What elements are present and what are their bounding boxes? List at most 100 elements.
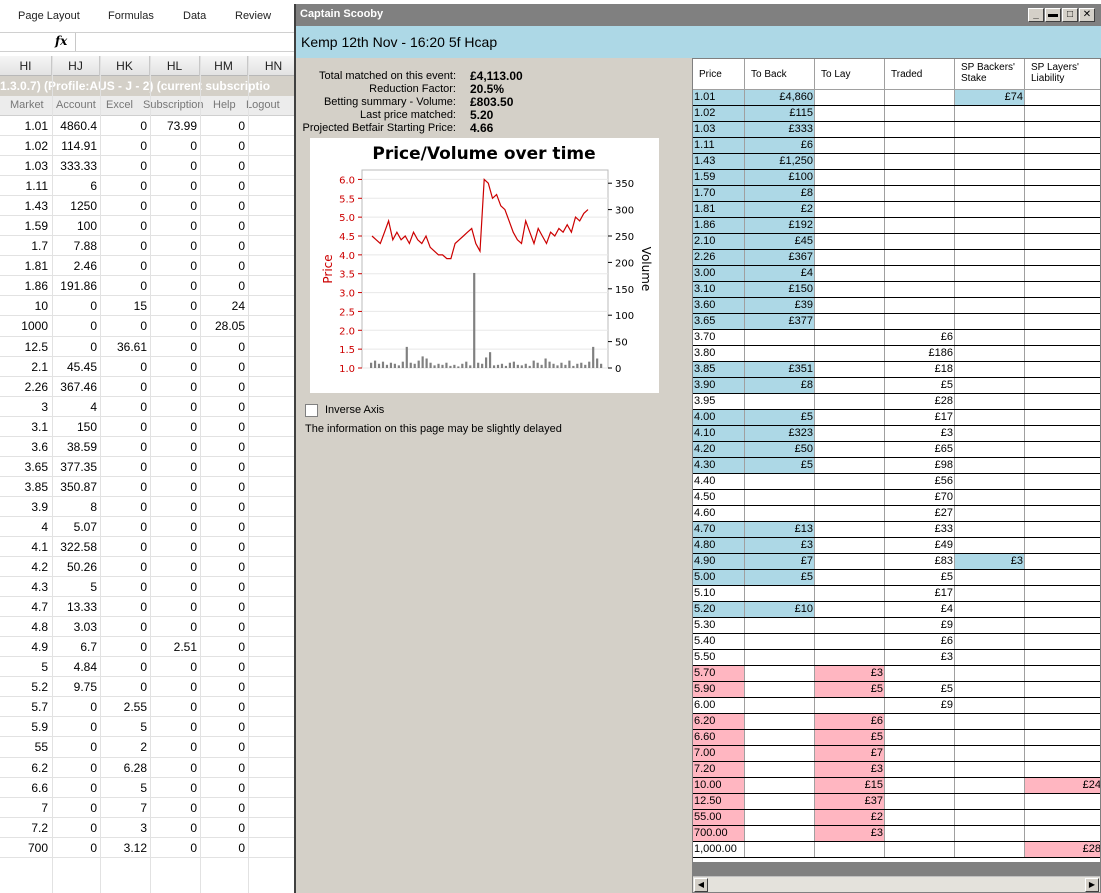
- cell-to-back[interactable]: £351: [745, 362, 815, 377]
- cell-sp-layers-liability[interactable]: [1025, 762, 1100, 777]
- spreadsheet-cell[interactable]: 0: [190, 459, 197, 474]
- cell-traded[interactable]: [885, 138, 955, 153]
- spreadsheet-cell[interactable]: 0: [190, 760, 197, 775]
- table-row[interactable]: 1.43 £1,250: [693, 154, 1100, 170]
- spreadsheet-cell[interactable]: 0: [190, 239, 197, 254]
- spreadsheet-cell[interactable]: 0: [140, 379, 147, 394]
- spreadsheet-cell[interactable]: 2.55: [123, 700, 147, 715]
- cell-sp-layers-liability[interactable]: [1025, 458, 1100, 473]
- spreadsheet-cell[interactable]: 0: [238, 459, 245, 474]
- cell-price[interactable]: 5.20: [693, 602, 745, 617]
- cell-sp-layers-liability[interactable]: [1025, 282, 1100, 297]
- spreadsheet-cell[interactable]: 0: [238, 439, 245, 454]
- spreadsheet-cell[interactable]: 10: [34, 299, 48, 314]
- cell-to-back[interactable]: [745, 698, 815, 713]
- cell-to-lay[interactable]: [815, 554, 885, 569]
- cell-traded[interactable]: £186: [885, 346, 955, 361]
- cell-to-lay[interactable]: [815, 522, 885, 537]
- cell-to-back[interactable]: £6: [745, 138, 815, 153]
- cell-price[interactable]: 4.10: [693, 426, 745, 441]
- cell-sp-layers-liability[interactable]: [1025, 826, 1100, 841]
- cell-to-lay[interactable]: [815, 362, 885, 377]
- spreadsheet-cell[interactable]: 191.86: [60, 279, 97, 294]
- cell-sp-backers-stake[interactable]: [955, 362, 1025, 377]
- cell-to-back[interactable]: £323: [745, 426, 815, 441]
- spreadsheet-cell[interactable]: 4.84: [73, 660, 97, 675]
- spreadsheet-cell[interactable]: 0: [190, 179, 197, 194]
- cell-to-back[interactable]: £4: [745, 266, 815, 281]
- cell-to-lay[interactable]: [815, 650, 885, 665]
- spreadsheet-cell[interactable]: 6.2: [31, 760, 48, 775]
- cell-price[interactable]: 1.03: [693, 122, 745, 137]
- cell-sp-layers-liability[interactable]: [1025, 330, 1100, 345]
- spreadsheet-cell[interactable]: 0: [190, 199, 197, 214]
- spreadsheet-cell[interactable]: 0: [190, 339, 197, 354]
- title-bar[interactable]: Captain Scooby _ ▬ □ ✕: [296, 4, 1101, 26]
- cell-sp-backers-stake[interactable]: [955, 218, 1025, 233]
- cell-sp-layers-liability[interactable]: [1025, 346, 1100, 361]
- cell-to-lay[interactable]: [815, 106, 885, 121]
- cell-price[interactable]: 1.01: [693, 90, 745, 105]
- spreadsheet-cell[interactable]: 4.9: [31, 640, 48, 655]
- spreadsheet-cell[interactable]: 3.6: [31, 439, 48, 454]
- cell-to-lay[interactable]: £6: [815, 714, 885, 729]
- cell-traded[interactable]: [885, 282, 955, 297]
- cell-sp-layers-liability[interactable]: [1025, 426, 1100, 441]
- spreadsheet-cell[interactable]: 0: [140, 680, 147, 695]
- spreadsheet-cell[interactable]: 0: [190, 219, 197, 234]
- spreadsheet-cell[interactable]: 0: [238, 359, 245, 374]
- spreadsheet-cell[interactable]: 0: [190, 560, 197, 575]
- cell-traded[interactable]: [885, 122, 955, 137]
- cell-price[interactable]: 7.20: [693, 762, 745, 777]
- cell-to-lay[interactable]: [815, 570, 885, 585]
- table-row[interactable]: 4.60 £27: [693, 506, 1100, 522]
- cell-to-back[interactable]: [745, 810, 815, 825]
- cell-to-lay[interactable]: £5: [815, 682, 885, 697]
- cell-traded[interactable]: [885, 170, 955, 185]
- cell-to-lay[interactable]: £15: [815, 778, 885, 793]
- table-row[interactable]: 2.10 £45: [693, 234, 1100, 250]
- cell-to-lay[interactable]: £37: [815, 794, 885, 809]
- spreadsheet-cell[interactable]: 0: [140, 119, 147, 133]
- spreadsheet-cell[interactable]: 0: [140, 319, 147, 334]
- spreadsheet-cell[interactable]: 3: [140, 820, 147, 835]
- table-row[interactable]: 1.11 £6: [693, 138, 1100, 154]
- cell-traded[interactable]: £3: [885, 426, 955, 441]
- spreadsheet-cell[interactable]: 0: [238, 720, 245, 735]
- cell-sp-layers-liability[interactable]: [1025, 746, 1100, 761]
- spreadsheet-cell[interactable]: 0: [238, 700, 245, 715]
- cell-sp-backers-stake[interactable]: [955, 794, 1025, 809]
- cell-to-lay[interactable]: [815, 218, 885, 233]
- spreadsheet-cell[interactable]: 0: [190, 319, 197, 334]
- cell-price[interactable]: 2.26: [693, 250, 745, 265]
- spreadsheet-cell[interactable]: 3.03: [73, 620, 97, 635]
- table-row[interactable]: 12.50 £37: [693, 794, 1100, 810]
- cell-to-back[interactable]: [745, 730, 815, 745]
- cell-sp-backers-stake[interactable]: [955, 250, 1025, 265]
- cell-to-lay[interactable]: [815, 138, 885, 153]
- cell-traded[interactable]: [885, 250, 955, 265]
- spreadsheet-cell[interactable]: 0: [90, 299, 97, 314]
- cell-sp-backers-stake[interactable]: [955, 410, 1025, 425]
- table-row[interactable]: 1.81 £2: [693, 202, 1100, 218]
- header-to-back[interactable]: To Back: [745, 59, 815, 90]
- cell-price[interactable]: 2.10: [693, 234, 745, 249]
- cell-price[interactable]: 3.85: [693, 362, 745, 377]
- spreadsheet-cell[interactable]: 4.2: [31, 560, 48, 575]
- spreadsheet-cell[interactable]: 0: [190, 519, 197, 534]
- cell-traded[interactable]: £17: [885, 586, 955, 601]
- table-row[interactable]: 1.01 £4,860 £74: [693, 90, 1100, 106]
- cell-sp-backers-stake[interactable]: [955, 698, 1025, 713]
- cell-price[interactable]: 1.11: [693, 138, 745, 153]
- fx-icon[interactable]: fx: [55, 34, 68, 48]
- spreadsheet-cell[interactable]: 0: [140, 179, 147, 194]
- cell-sp-layers-liability[interactable]: [1025, 90, 1100, 105]
- spreadsheet-cell[interactable]: 0: [190, 539, 197, 554]
- cell-to-back[interactable]: £4,860: [745, 90, 815, 105]
- cell-sp-backers-stake[interactable]: [955, 282, 1025, 297]
- menu-excel[interactable]: Excel: [106, 99, 133, 111]
- cell-sp-backers-stake[interactable]: [955, 730, 1025, 745]
- spreadsheet-cell[interactable]: 6.7: [80, 640, 97, 655]
- cell-sp-layers-liability[interactable]: £24: [1025, 778, 1100, 793]
- spreadsheet-cell[interactable]: 0: [90, 840, 97, 855]
